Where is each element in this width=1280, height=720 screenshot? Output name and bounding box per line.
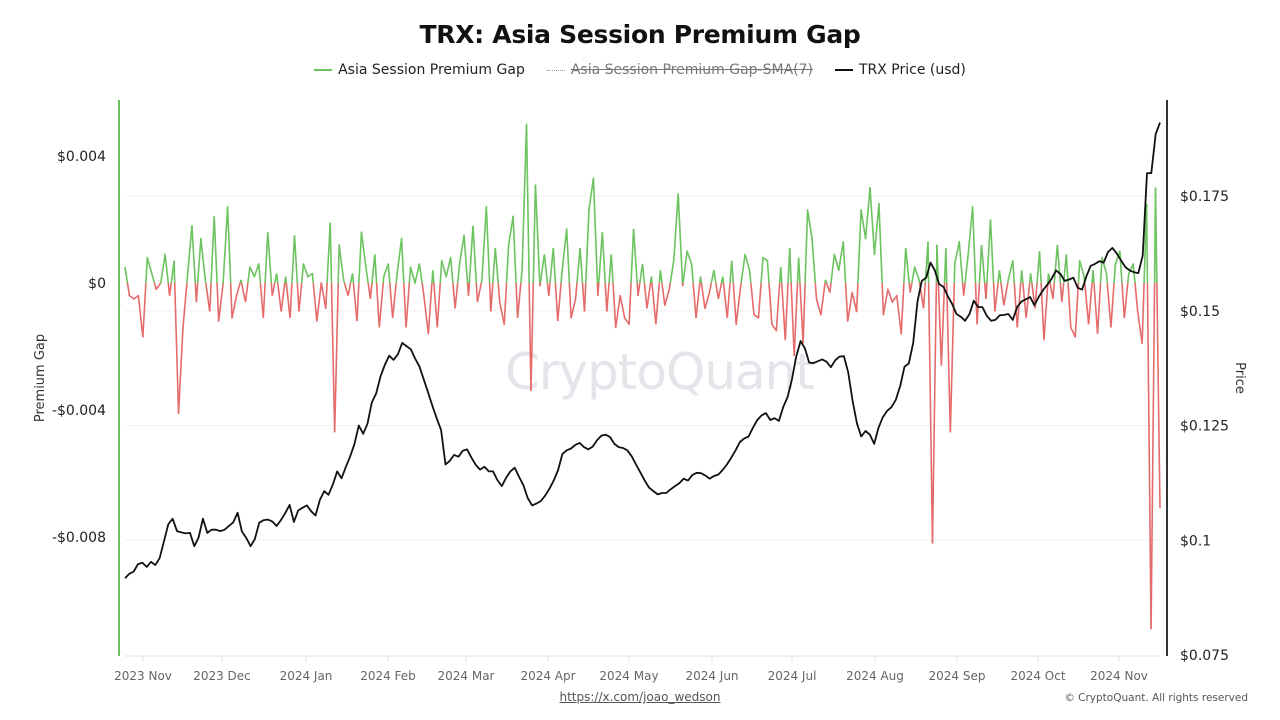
legend-swatch-dotted-icon: [546, 69, 565, 71]
x-tick-label: 2024 Sep: [929, 669, 986, 683]
right-axis-title: Price: [1232, 362, 1247, 394]
y2-tick-label: $0.125: [1180, 419, 1229, 435]
gridlines: [125, 195, 1160, 541]
x-tick-label: 2024 Apr: [520, 669, 575, 683]
x-tick-label: 2024 Nov: [1090, 669, 1148, 683]
legend-label: Asia Session Premium Gap: [338, 62, 525, 78]
x-tick-label: 2024 May: [599, 669, 658, 683]
legend-item-trx-price[interactable]: TRX Price (usd): [834, 62, 966, 78]
legend-label: Asia Session Premium Gap-SMA(7): [570, 62, 813, 78]
author-link[interactable]: https://x.com/joao_wedson: [559, 690, 721, 704]
x-tick-label: 2024 Mar: [438, 669, 495, 683]
x-tick-label: 2023 Nov: [114, 669, 172, 683]
x-tick-label: 2024 Aug: [846, 669, 904, 683]
x-tick-label: 2024 Jan: [280, 669, 333, 683]
footer-link-container: https://x.com/joao_wedson: [0, 690, 1280, 704]
legend-item-premium-gap[interactable]: Asia Session Premium Gap: [314, 62, 525, 78]
chart-legend: Asia Session Premium Gap Asia Session Pr…: [0, 62, 1280, 78]
chart-title: TRX: Asia Session Premium Gap: [419, 20, 861, 49]
x-tick-label: 2024 Oct: [1010, 669, 1065, 683]
legend-swatch-black-icon: [834, 69, 853, 71]
y-tick-label: -$0.008: [52, 530, 106, 546]
x-tick-label: 2024 Feb: [360, 669, 416, 683]
x-tick-label: 2024 Jul: [768, 669, 817, 683]
y2-tick-label: $0.175: [1180, 189, 1229, 205]
legend-item-premium-gap-sma[interactable]: Asia Session Premium Gap-SMA(7): [546, 62, 813, 78]
x-tick-label: 2023 Dec: [193, 669, 251, 683]
legend-swatch-green-icon: [314, 69, 333, 71]
copyright: © CryptoQuant. All rights reserved: [1064, 692, 1248, 704]
price-series: [124, 122, 1161, 579]
legend-label: TRX Price (usd): [858, 62, 966, 78]
y-tick-label: -$0.004: [52, 403, 106, 419]
premium-gap-series: [124, 123, 1161, 630]
y-tick-label: $0: [88, 276, 106, 292]
y2-tick-label: $0.15: [1180, 304, 1220, 320]
left-axis-title: Premium Gap: [33, 334, 48, 422]
x-tick-label: 2024 Jun: [685, 669, 738, 683]
left-axis-ticks: $0.004 $0 -$0.004 -$0.008: [52, 149, 106, 546]
right-axis-ticks: $0.175 $0.15 $0.125 $0.1 $0.075: [1180, 189, 1229, 664]
y2-tick-label: $0.075: [1180, 648, 1229, 664]
y2-tick-label: $0.1: [1180, 533, 1211, 549]
x-axis-ticks: 2023 Nov 2023 Dec 2024 Jan 2024 Feb 2024 Mar…: [114, 656, 1148, 683]
y-tick-label: $0.004: [57, 149, 106, 165]
